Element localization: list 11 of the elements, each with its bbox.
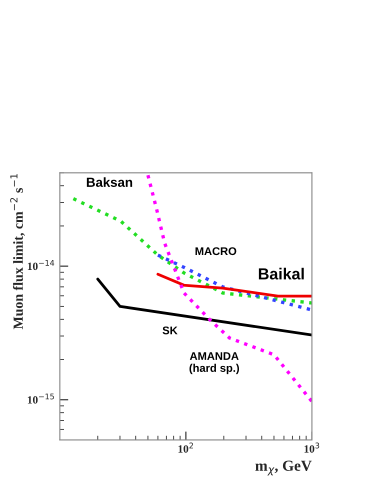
series-label: Baksan [86,177,132,187]
series-label: MACRO [196,247,236,256]
series-label: Baikal [258,268,304,280]
y-tick-label: 10$^{−15}$ [28,394,54,404]
y-tick-label: 10$^{−14}$ [28,260,54,270]
x-axis-title: m$_{χ}$, GeV [255,460,312,476]
x-tick-label: 10$^{2}$ [178,442,193,453]
y-axis-title: Muon flux limit, cm$^{−2}$ s$^{−1}$ [10,174,25,330]
x-tick-label: 10$^{3}$ [304,442,320,453]
series-label: SK [162,326,178,334]
series-label: AMANDA (hard sp.) [190,352,240,374]
